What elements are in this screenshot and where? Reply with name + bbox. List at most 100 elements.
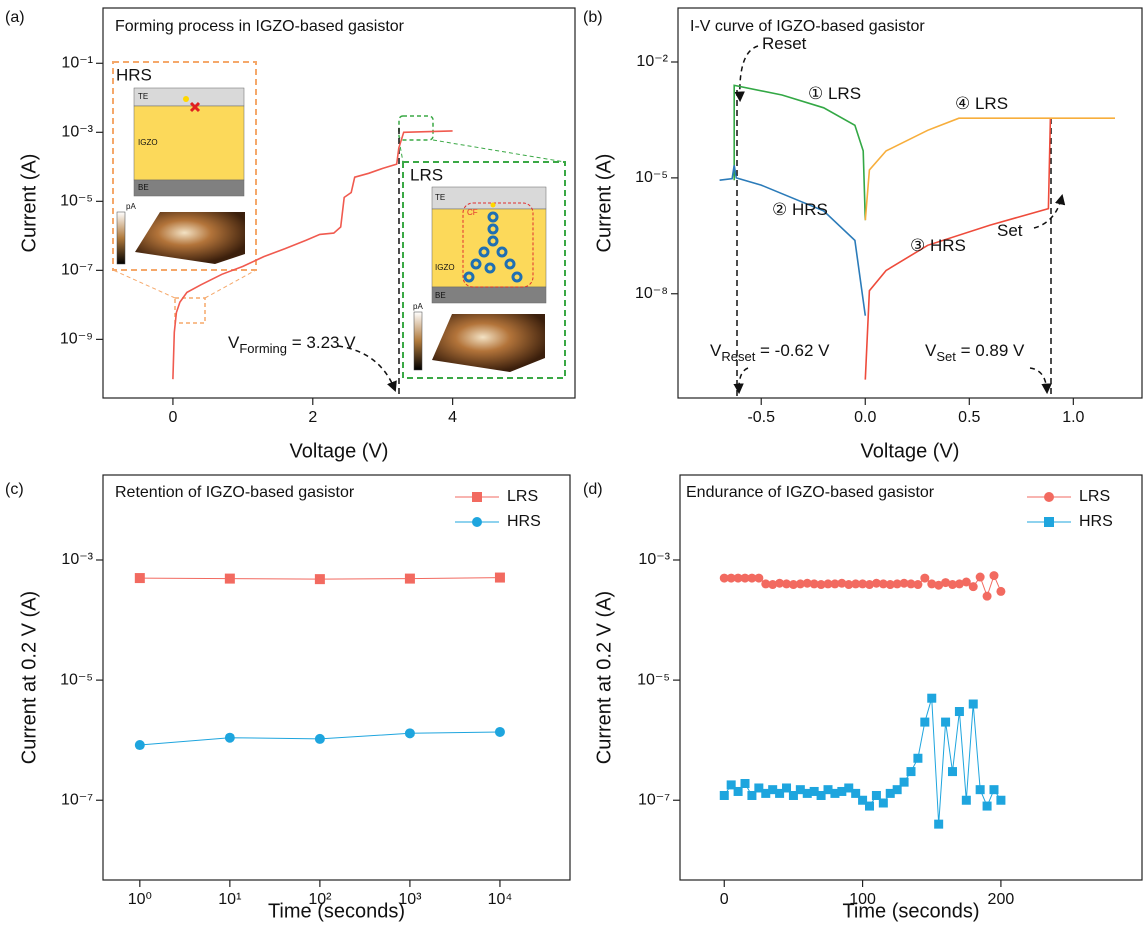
y-tick-label: 10⁻⁵ [60, 671, 93, 688]
marker [906, 767, 916, 777]
legend-label: HRS [507, 513, 541, 530]
gas-molecule [183, 96, 189, 102]
marker [892, 785, 902, 795]
marker [947, 580, 957, 590]
blocked-mark [189, 101, 201, 113]
marker [892, 579, 902, 589]
marker [761, 579, 771, 589]
marker [913, 580, 923, 590]
marker [747, 790, 757, 800]
marker [809, 579, 819, 589]
annotation: ③ HRS [910, 236, 966, 255]
panel-label: (d) [583, 481, 603, 498]
zoom-box [174, 297, 206, 324]
arrow [733, 367, 749, 395]
filament [463, 211, 523, 283]
marker [1044, 517, 1054, 527]
series-line [864, 117, 1115, 221]
marker [947, 767, 957, 777]
layer-be [431, 286, 547, 304]
marker [837, 578, 847, 588]
layer-igzo [133, 105, 245, 181]
marker [975, 572, 985, 582]
colorbar [116, 211, 126, 265]
zoom-link [112, 269, 176, 299]
arrow [1029, 367, 1052, 395]
filament-label: CF [467, 208, 478, 217]
marker [494, 726, 505, 737]
chart-title: Endurance of IGZO-based gasistor [686, 484, 935, 501]
legend-label: HRS [1079, 513, 1113, 530]
marker [823, 785, 833, 795]
marker [726, 780, 736, 790]
annotation-suffix: = 3.23 V [287, 333, 356, 352]
marker [837, 786, 847, 796]
marker [740, 778, 750, 788]
panel-label: (a) [5, 9, 25, 26]
filament-region [462, 202, 534, 288]
y-tick-label: 10⁻⁵ [635, 169, 668, 186]
marker [788, 580, 798, 590]
marker [404, 573, 415, 584]
chart-title: I-V curve of IGZO-based gasistor [690, 18, 925, 35]
marker [733, 786, 743, 796]
layer-te [431, 186, 547, 210]
marker [816, 790, 826, 800]
marker [934, 580, 944, 590]
x-tick-label: 10² [308, 891, 332, 908]
plot-frame [677, 7, 1143, 399]
x-tick-label: 2 [308, 409, 317, 426]
x-tick-label: -0.5 [747, 409, 775, 426]
arrow [734, 45, 759, 103]
marker [788, 790, 798, 800]
zoom-link [432, 139, 566, 163]
marker [975, 785, 985, 795]
arrow [337, 345, 397, 392]
inset-frame [402, 161, 566, 379]
marker [858, 795, 868, 805]
marker [733, 573, 743, 583]
layer-igzo [431, 208, 547, 288]
marker [768, 785, 778, 795]
y-tick-label: 10⁻² [636, 53, 668, 70]
marker [934, 819, 944, 829]
marker [747, 573, 757, 583]
marker [954, 707, 964, 717]
marker [968, 582, 978, 592]
marker [906, 579, 916, 589]
x-tick-label: 10¹ [218, 891, 241, 908]
panel-label: (b) [583, 9, 603, 26]
zoom-link [204, 269, 257, 299]
marker [899, 578, 909, 588]
marker [754, 573, 764, 583]
layer-label: BE [435, 291, 446, 300]
marker [775, 578, 785, 588]
marker [878, 798, 888, 808]
marker [844, 580, 854, 590]
layer-label: IGZO [435, 263, 455, 272]
annotation-text: V [228, 333, 240, 352]
annotation-suffix: = 0.89 V [956, 341, 1025, 360]
marker [726, 573, 736, 583]
colorbar-unit: pA [413, 302, 423, 311]
x-tick-label: 10⁰ [128, 891, 152, 908]
annotation: ② HRS [772, 200, 828, 219]
y-tick-label: 10⁻³ [61, 551, 93, 568]
marker [719, 573, 729, 583]
arrow [1033, 193, 1066, 229]
plot-frame [102, 474, 571, 881]
marker [314, 733, 325, 744]
marker [996, 586, 1006, 596]
y-tick-label: 10⁻⁹ [60, 331, 93, 348]
chart-title: Retention of IGZO-based gasistor [115, 484, 355, 501]
marker [134, 573, 145, 584]
marker [823, 579, 833, 589]
marker [941, 578, 951, 588]
annotation-suffix: = -0.62 V [755, 341, 830, 360]
layer-be [133, 179, 245, 197]
x-tick-label: 1.0 [1062, 409, 1084, 426]
annotation-text: ④ LRS [955, 94, 1008, 113]
y-tick-label: 10⁻⁷ [61, 791, 93, 808]
annotation-text: ② HRS [772, 200, 828, 219]
